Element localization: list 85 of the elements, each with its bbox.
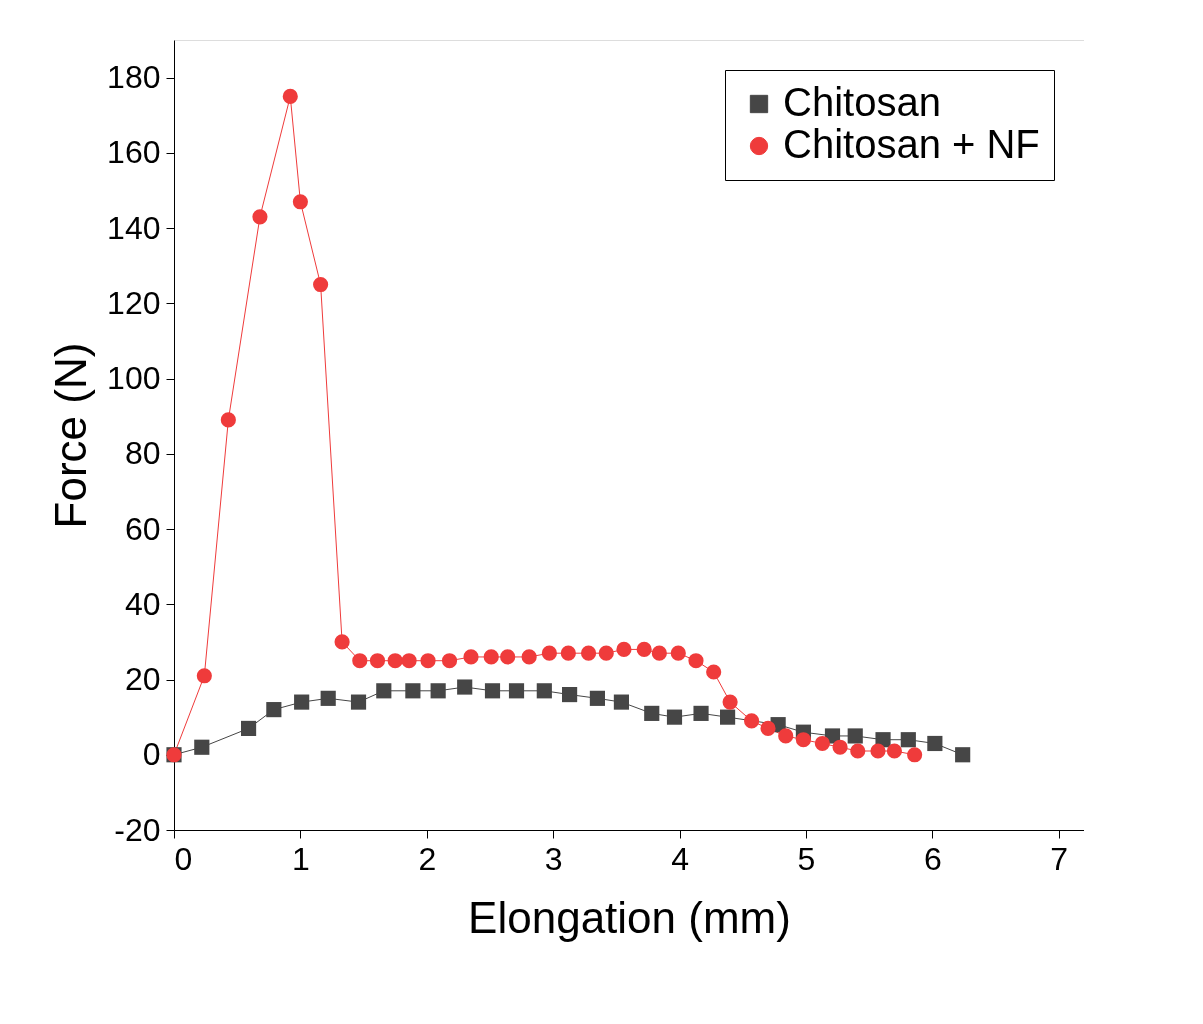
point	[613, 694, 629, 710]
point	[720, 709, 736, 725]
y-tick-label: 120	[107, 284, 161, 321]
y-tick-label: 60	[124, 510, 161, 547]
legend-label: Chitosan + NF	[783, 122, 1040, 166]
y-tick-label: 0	[142, 736, 161, 773]
x-tick-label: 7	[1050, 840, 1069, 877]
y-tick-label: 40	[124, 585, 161, 622]
point	[636, 641, 652, 657]
point	[706, 664, 722, 680]
x-tick-label: 0	[174, 840, 193, 877]
point	[350, 694, 367, 710]
point	[240, 720, 257, 737]
legend-label: Chitosan	[783, 80, 941, 124]
point	[282, 88, 298, 104]
point	[334, 634, 350, 650]
point	[500, 649, 516, 665]
point	[430, 683, 446, 699]
point	[541, 645, 557, 661]
x-tick-label: 2	[418, 840, 437, 877]
point	[644, 705, 660, 721]
point	[651, 645, 667, 661]
point	[194, 739, 210, 755]
point	[722, 694, 738, 710]
point	[886, 743, 902, 759]
point	[483, 649, 499, 665]
point	[666, 709, 683, 725]
y-tick-label: 20	[124, 661, 161, 698]
point	[955, 747, 971, 763]
point	[292, 194, 308, 210]
y-axis-title: Force (N)	[46, 342, 96, 529]
x-tick-label: 3	[544, 840, 563, 877]
point	[795, 732, 811, 748]
point	[927, 735, 943, 752]
point	[376, 683, 392, 699]
point	[580, 645, 597, 661]
y-tick-label: 160	[107, 134, 161, 171]
x-tick-label: 4	[671, 840, 689, 877]
point	[352, 653, 368, 669]
point	[744, 713, 760, 729]
point	[670, 645, 686, 661]
point	[196, 668, 212, 684]
point	[313, 276, 329, 293]
point	[688, 653, 704, 669]
point	[850, 743, 866, 759]
point	[401, 653, 417, 669]
y-tick-label: 140	[107, 209, 161, 246]
point	[441, 653, 458, 669]
point	[420, 653, 436, 669]
point	[369, 653, 386, 669]
x-tick-label: 1	[291, 840, 310, 877]
point	[405, 683, 421, 699]
point	[870, 743, 886, 759]
point	[562, 686, 578, 703]
point	[521, 649, 537, 665]
point	[900, 732, 916, 748]
x-tick-label: 5	[797, 840, 816, 877]
point	[560, 645, 576, 661]
point	[693, 705, 709, 721]
point	[778, 728, 794, 744]
point	[760, 720, 776, 736]
point	[484, 683, 501, 699]
point	[847, 728, 863, 744]
y-tick-label: 80	[124, 435, 161, 472]
point	[536, 683, 552, 699]
y-tick-label: 100	[107, 360, 161, 397]
point	[252, 209, 268, 225]
x-axis-title: Elongation (mm)	[468, 892, 791, 942]
point	[220, 412, 236, 428]
point	[907, 747, 923, 763]
point	[457, 679, 473, 695]
point	[598, 645, 614, 661]
y-tick-label: -20	[114, 811, 161, 848]
x-tick-label: 6	[923, 840, 942, 877]
point	[508, 683, 525, 699]
point	[616, 641, 632, 657]
point	[463, 649, 479, 665]
point	[387, 653, 403, 669]
point	[832, 739, 848, 755]
y-tick-label: 180	[107, 59, 161, 96]
point	[320, 690, 336, 706]
point	[266, 702, 282, 718]
point	[589, 690, 605, 706]
point	[814, 735, 830, 752]
point	[294, 694, 310, 710]
